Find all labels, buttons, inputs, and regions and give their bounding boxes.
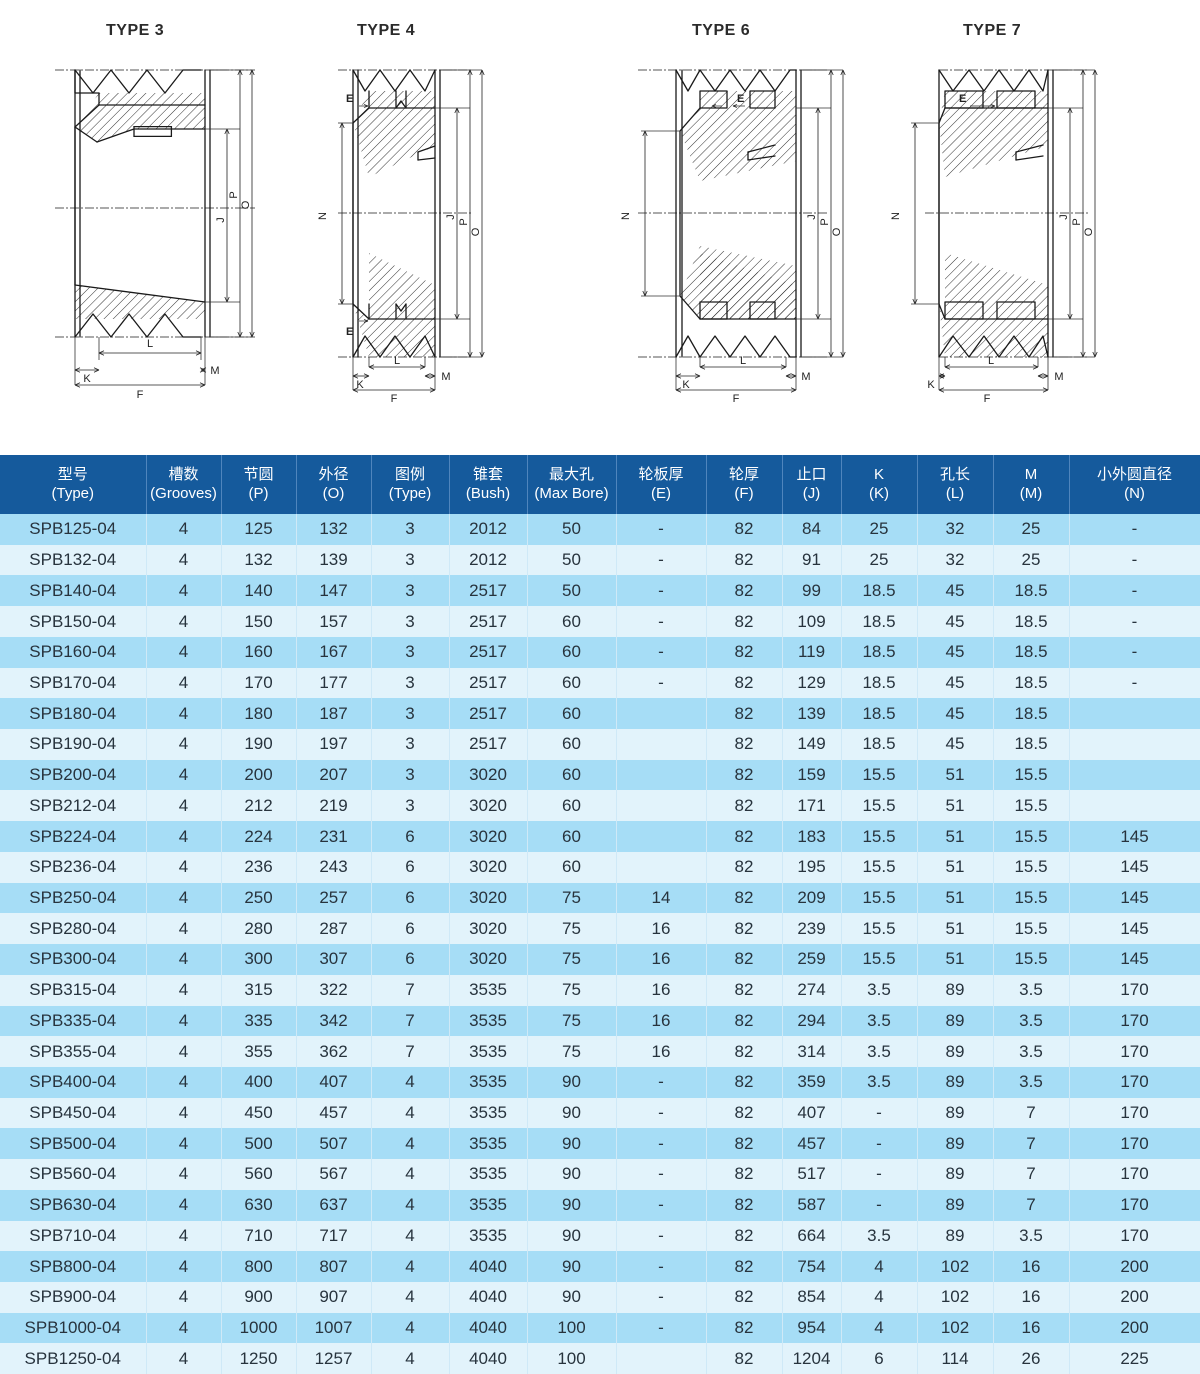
svg-text:P: P [228,191,240,198]
svg-text:K: K [83,373,91,385]
svg-text:F: F [733,393,740,405]
svg-text:L: L [394,355,400,367]
svg-text:F: F [391,393,398,405]
svg-text:J: J [445,214,457,220]
svg-text:L: L [147,338,153,350]
svg-text:P: P [1071,218,1083,225]
svg-text:M: M [210,365,219,377]
svg-text:J: J [215,217,227,223]
svg-text:L: L [988,355,994,367]
svg-text:E: E [959,93,966,105]
svg-text:O: O [470,227,482,236]
svg-text:K: K [927,379,935,391]
svg-text:K: K [356,379,364,391]
svg-text:O: O [1083,227,1095,236]
svg-text:E: E [346,326,353,338]
svg-text:O: O [831,227,843,236]
svg-text:M: M [441,371,450,383]
svg-text:N: N [317,212,329,220]
svg-text:J: J [1058,214,1070,220]
svg-text:L: L [740,355,746,367]
svg-text:E: E [737,93,744,105]
svg-text:O: O [240,200,252,209]
svg-text:N: N [620,212,632,220]
svg-text:K: K [682,379,690,391]
svg-text:F: F [984,393,991,405]
svg-text:F: F [137,389,144,401]
svg-text:P: P [819,218,831,225]
svg-text:J: J [806,214,818,220]
svg-text:E: E [346,93,353,105]
svg-text:M: M [801,371,810,383]
svg-text:P: P [458,218,470,225]
svg-text:M: M [1054,371,1063,383]
svg-text:N: N [890,212,902,220]
